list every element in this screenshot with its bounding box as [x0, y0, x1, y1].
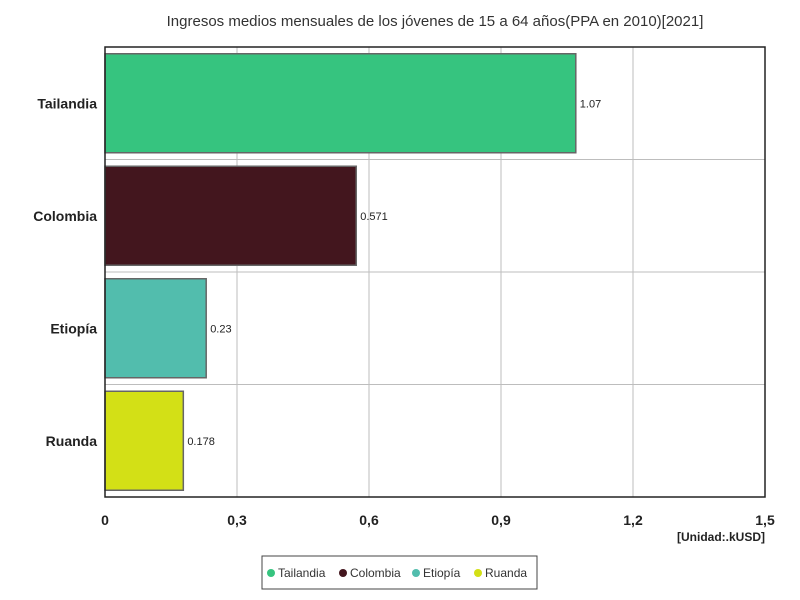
data-label: 0.178 [187, 436, 215, 448]
legend-swatch [474, 569, 482, 577]
bar-ruanda[interactable] [104, 390, 185, 491]
data-label: 0.23 [210, 323, 231, 335]
x-tick-label: 1,5 [755, 512, 775, 528]
plot-frame [104, 46, 766, 498]
legend-entry[interactable]: Ruanda [485, 566, 527, 580]
legend-entry[interactable]: Tailandia [278, 566, 326, 580]
bars [104, 53, 577, 491]
legend-swatch [267, 569, 275, 577]
legend-entry[interactable]: Etiopía [423, 566, 461, 580]
legend-swatch [339, 569, 347, 577]
data-label: 1.07 [580, 98, 601, 110]
x-tick-label: 0 [101, 512, 109, 528]
data-label: 0.571 [360, 211, 388, 223]
x-tick-label: 1,2 [623, 512, 643, 528]
legend: Tailandia Colombia Etiopía Ruanda [261, 555, 538, 590]
bar-colombia[interactable] [104, 165, 357, 266]
category-label: Ruanda [46, 433, 98, 449]
unit-label: [Unidad:.kUSD] [677, 530, 765, 544]
x-tick-label: 0,6 [359, 512, 379, 528]
category-label: Tailandia [37, 95, 97, 111]
chart-title: Ingresos medios mensuales de los jóvenes… [167, 13, 704, 30]
bar-tailandia[interactable] [104, 53, 577, 154]
legend-entry[interactable]: Colombia [350, 566, 401, 580]
x-tick-label: 0,3 [227, 512, 247, 528]
legend-box [261, 555, 538, 590]
category-label: Etiopía [50, 320, 97, 336]
legend-swatch [412, 569, 420, 577]
x-tick-label: 0,9 [491, 512, 511, 528]
category-label: Colombia [33, 208, 97, 224]
bar-etiopía[interactable] [104, 278, 207, 379]
labels: Tailandia 1.07 Colombia 0.571 Etiopía 0.23 Rua… [33, 95, 775, 528]
